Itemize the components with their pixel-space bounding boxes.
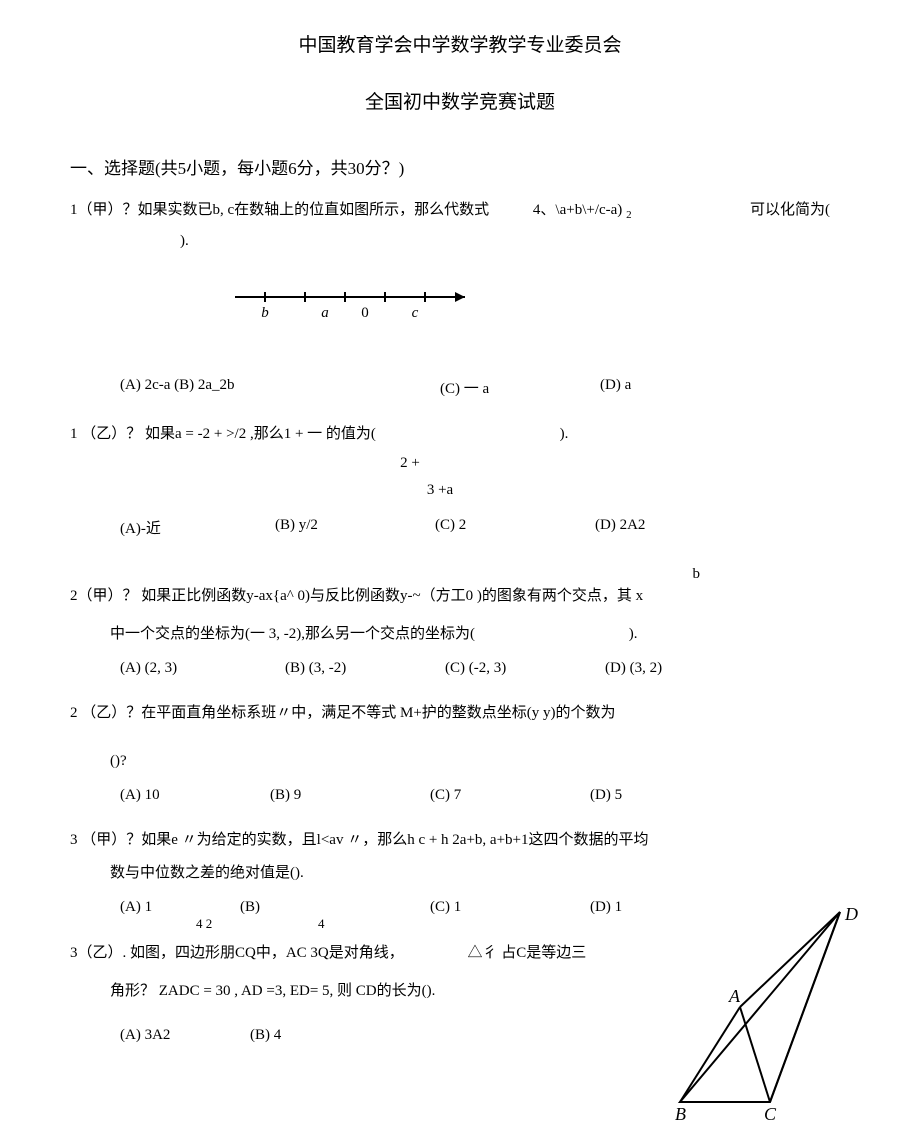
q1b-frac2: 3 +a bbox=[30, 479, 850, 502]
q2a-topb: b bbox=[70, 563, 700, 586]
question-3a: 3 （甲）？如果e 〃为给定的实数，且l<av 〃，那么h c + h 2a+b… bbox=[70, 829, 850, 884]
q1a-right: 可以化简为( bbox=[750, 199, 830, 222]
q2a-options: (A) (2, 3) (B) (3, -2) (C) (-2, 3) (D) (… bbox=[120, 660, 850, 677]
q1b-opt-a: (A)-近 bbox=[120, 517, 275, 538]
triangle-figure: A B C D bbox=[670, 902, 870, 1122]
q3b-opt-a: (A) 3A2 bbox=[120, 1027, 250, 1044]
q1a-opt-a: (A) 2c-a (B) 2a_2b bbox=[120, 377, 440, 398]
q1b-paren: ). bbox=[560, 426, 569, 442]
q2a-line2: 中一个交点的坐标为(一 3, -2),那么另一个交点的坐标为( bbox=[110, 626, 475, 642]
q2a-paren: ). bbox=[629, 626, 638, 642]
q1a-prefix: 1（甲）？如果实数已b, c在数轴上的位直如图所示，那么代数式 bbox=[70, 202, 489, 218]
q3b-line1a: 3（乙）. 如图，四边形朋CQ中，AC 3Q是对角线， bbox=[70, 945, 404, 961]
header-title-1: 中国教育学会中学数学教学专业委员会 bbox=[70, 30, 850, 57]
q2a-opt-b: (B) (3, -2) bbox=[285, 660, 445, 677]
q1a-period: ). bbox=[180, 230, 850, 253]
svg-text:A: A bbox=[728, 986, 741, 1006]
q1a-opt-d: (D) a bbox=[600, 377, 631, 398]
q2b-line1: 2 （乙）？在平面直角坐标系班〃中，满足不等式 M+护的整数点坐标(y y)的个… bbox=[70, 702, 850, 725]
question-2a: b 2（甲）？ 如果正比例函数y-ax{a^ 0)与反比例函数y-~（方工0 )… bbox=[70, 563, 850, 646]
q3a-opt-d: (D) 1 bbox=[590, 899, 622, 916]
svg-text:b: b bbox=[261, 305, 269, 321]
q1a-opt-c: (C) 一 a bbox=[440, 377, 600, 398]
q2b-opt-b: (B) 9 bbox=[270, 787, 430, 804]
svg-text:C: C bbox=[764, 1104, 777, 1122]
q2a-opt-a: (A) (2, 3) bbox=[120, 660, 285, 677]
q1b-opt-d: (D) 2A2 bbox=[595, 517, 645, 538]
q1b-opt-b: (B) y/2 bbox=[275, 517, 435, 538]
q1b-text: 1 （乙）？ 如果a = -2 + >/2 ,那么1 + 一 的值为( bbox=[70, 426, 376, 442]
question-1b: 1 （乙）？ 如果a = -2 + >/2 ,那么1 + 一 的值为( ). 2… bbox=[70, 423, 850, 502]
q3a-line1: 3 （甲）？如果e 〃为给定的实数，且l<av 〃，那么h c + h 2a+b… bbox=[70, 829, 850, 852]
q1a-mid: 4、\a+b\+/c-a) bbox=[533, 202, 622, 218]
q1a-sub: 2 bbox=[626, 209, 632, 221]
header-title-2: 全国初中数学竞赛试题 bbox=[70, 87, 850, 114]
q1a-options: (A) 2c-a (B) 2a_2b (C) 一 a (D) a bbox=[120, 377, 850, 398]
svg-text:0: 0 bbox=[361, 305, 369, 321]
q3b-line1b: △彳 占C是等边三 bbox=[468, 945, 587, 961]
svg-text:B: B bbox=[675, 1104, 686, 1122]
svg-text:a: a bbox=[321, 305, 329, 321]
q1b-options: (A)-近 (B) y/2 (C) 2 (D) 2A2 bbox=[120, 517, 850, 538]
q1b-opt-c: (C) 2 bbox=[435, 517, 595, 538]
q3a-sub1: 4 2 bbox=[196, 916, 318, 932]
q2b-line2: ()? bbox=[110, 750, 850, 773]
q3a-opt-a: (A) 1 bbox=[120, 899, 240, 916]
svg-text:c: c bbox=[412, 305, 419, 321]
q3a-line2: 数与中位数之差的绝对值是(). bbox=[110, 862, 850, 885]
q3a-opt-b: (B) bbox=[240, 899, 430, 916]
q3b-opt-b: (B) 4 bbox=[250, 1027, 281, 1044]
q2b-opt-c: (C) 7 bbox=[430, 787, 590, 804]
q1b-frac1: 2 + bbox=[0, 452, 850, 475]
section-header: 一、选择题(共5小题，每小题6分，共30分？) bbox=[70, 154, 850, 179]
q2b-opt-a: (A) 10 bbox=[120, 787, 270, 804]
q2a-opt-d: (D) (3, 2) bbox=[605, 660, 662, 677]
number-line-figure: b a 0 c bbox=[230, 282, 850, 337]
q2a-line1: 2（甲）？ 如果正比例函数y-ax{a^ 0)与反比例函数y-~（方工0 )的图… bbox=[70, 585, 850, 608]
q3a-opt-c: (C) 1 bbox=[430, 899, 590, 916]
svg-text:D: D bbox=[844, 904, 858, 924]
q2b-opt-d: (D) 5 bbox=[590, 787, 622, 804]
q2a-opt-c: (C) (-2, 3) bbox=[445, 660, 605, 677]
question-1a: 1（甲）？如果实数已b, c在数轴上的位直如图所示，那么代数式 4、\a+b\+… bbox=[70, 199, 850, 252]
q3a-sub2: 4 bbox=[318, 916, 325, 932]
question-2b: 2 （乙）？在平面直角坐标系班〃中，满足不等式 M+护的整数点坐标(y y)的个… bbox=[70, 702, 850, 772]
q2b-options: (A) 10 (B) 9 (C) 7 (D) 5 bbox=[120, 787, 850, 804]
